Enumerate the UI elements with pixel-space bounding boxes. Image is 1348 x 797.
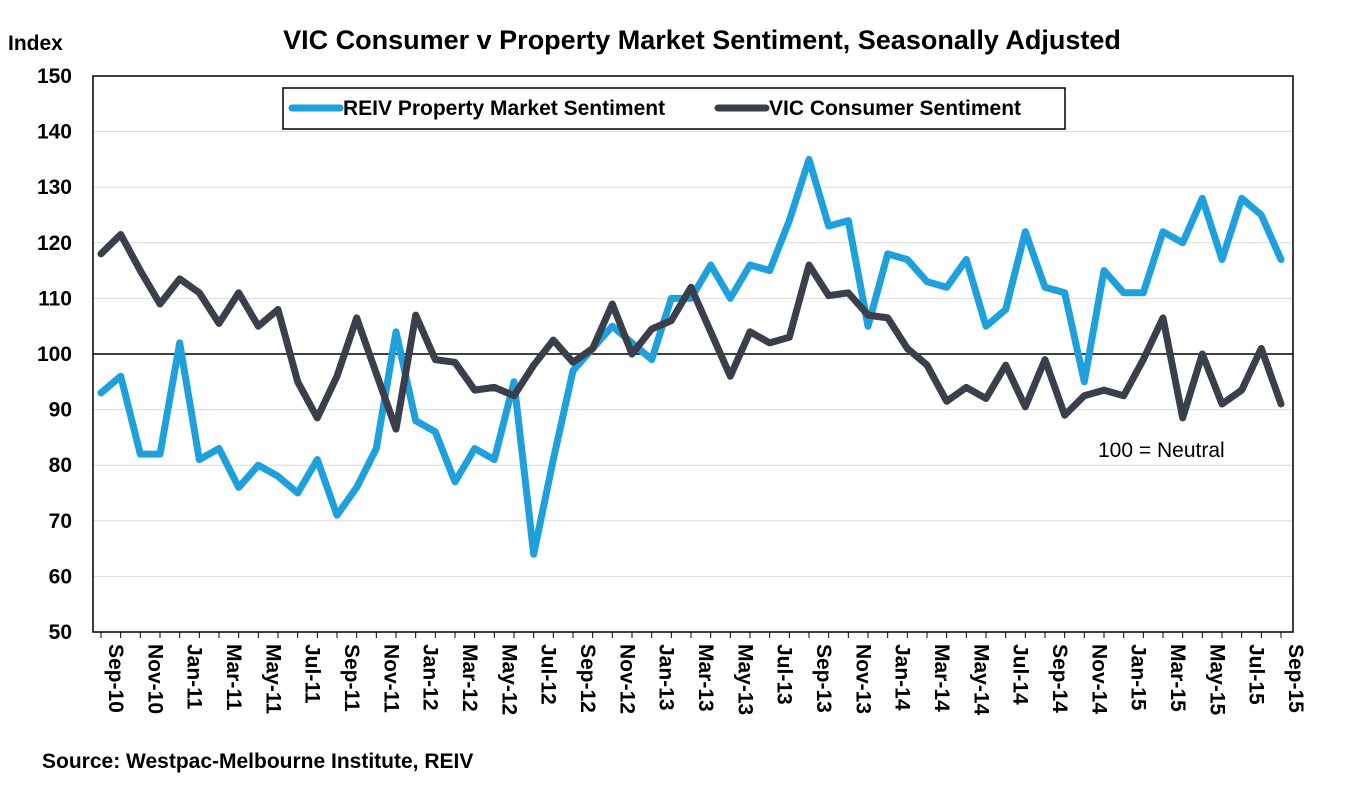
legend: REIV Property Market Sentiment VIC Consu…: [283, 88, 1065, 129]
x-tick-label: Jul-12: [537, 644, 560, 705]
x-tick-label: Jul-13: [773, 644, 796, 705]
legend-label-reiv: REIV Property Market Sentiment: [343, 97, 665, 120]
x-tick-label: Jul-15: [1245, 644, 1268, 705]
gridlines: [93, 132, 1293, 577]
x-tick-label: Nov-14: [1087, 644, 1110, 714]
x-tick-label: May-11: [261, 644, 284, 714]
x-tick-label: Sep-10: [104, 644, 127, 713]
x-tick-label: May-12: [497, 644, 520, 715]
x-tick-label: Sep-11: [340, 644, 363, 712]
x-tick-label: Nov-12: [615, 644, 638, 714]
x-tick-label: Nov-11: [379, 644, 402, 713]
y-axis-label: Index: [8, 32, 63, 55]
x-tick-label: Sep-13: [812, 644, 835, 713]
x-tick-label: Jan-14: [891, 644, 914, 711]
x-tick-label: Jul-11: [301, 644, 324, 704]
x-tick-label: Jan-15: [1127, 644, 1150, 711]
y-tick-label: 90: [49, 399, 72, 422]
x-tick-label: Nov-13: [851, 644, 874, 714]
y-tick-label: 100: [37, 343, 72, 366]
y-tick-label: 70: [49, 510, 72, 533]
x-tick-label: Jul-14: [1009, 644, 1032, 705]
series-line-reiv: [101, 159, 1281, 554]
x-tick-label: Jan-12: [419, 644, 442, 711]
x-tick-label: Mar-11: [222, 644, 245, 711]
x-tick-label: Sep-12: [576, 644, 599, 713]
x-tick-label: Mar-14: [930, 644, 953, 712]
neutral-annotation: 100 = Neutral: [1098, 439, 1225, 462]
x-tick-label: Nov-10: [143, 644, 166, 714]
series-line-vic: [101, 235, 1281, 430]
x-tick-label: Mar-13: [694, 644, 717, 712]
chart-title: VIC Consumer v Property Market Sentiment…: [283, 25, 1121, 55]
source-note: Source: Westpac-Melbourne Institute, REI…: [42, 750, 473, 773]
x-tick-label: Mar-15: [1166, 644, 1189, 712]
x-tick-label: Mar-12: [458, 644, 481, 712]
y-tick-label: 140: [37, 121, 72, 144]
y-tick-label: 50: [49, 621, 72, 644]
x-tick-label: May-14: [969, 644, 992, 716]
y-tick-label: 130: [37, 176, 72, 199]
y-axis-ticks: 50 60 70 80 90 100 110 120 130 140 150: [37, 65, 72, 644]
y-tick-label: 80: [49, 454, 72, 477]
series-layer: [101, 159, 1281, 554]
y-tick-label: 120: [37, 232, 72, 255]
x-tick-label: Sep-14: [1048, 644, 1071, 713]
x-tick-label: May-15: [1205, 644, 1228, 716]
y-tick-label: 60: [49, 565, 72, 588]
x-axis-ticks: Sep-10 Nov-10 Jan-11 Mar-11 May-11 Jul-11 Sep-…: [101, 632, 1307, 716]
x-tick-label: Jan-13: [655, 644, 678, 711]
y-tick-label: 150: [37, 65, 72, 88]
x-tick-label: Sep-15: [1284, 644, 1307, 713]
legend-label-vic: VIC Consumer Sentiment: [769, 97, 1021, 120]
y-tick-label: 110: [38, 287, 72, 310]
x-tick-label: Jan-11: [183, 644, 206, 710]
x-tick-label: May-13: [733, 644, 756, 715]
